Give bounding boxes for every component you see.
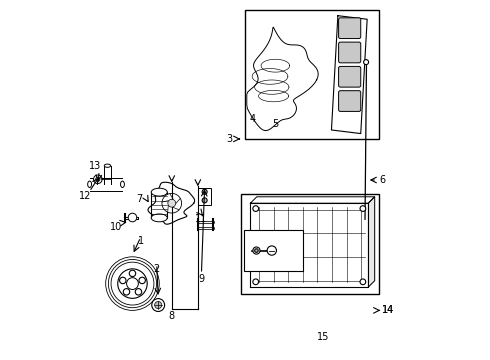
Circle shape	[111, 262, 154, 305]
Circle shape	[255, 249, 258, 252]
Text: 9: 9	[198, 274, 204, 284]
Polygon shape	[331, 16, 367, 134]
Text: 2: 2	[154, 264, 160, 274]
Ellipse shape	[104, 164, 111, 167]
Polygon shape	[148, 182, 195, 224]
Ellipse shape	[151, 188, 167, 196]
Text: 7: 7	[136, 194, 142, 203]
Circle shape	[108, 260, 157, 308]
Circle shape	[128, 213, 137, 222]
Polygon shape	[368, 197, 375, 287]
FancyBboxPatch shape	[339, 66, 361, 87]
Circle shape	[168, 199, 176, 207]
Text: 3: 3	[226, 134, 232, 144]
FancyBboxPatch shape	[339, 42, 361, 63]
Text: 8: 8	[169, 311, 175, 321]
Polygon shape	[247, 27, 318, 131]
Text: 12: 12	[79, 191, 91, 201]
Circle shape	[202, 198, 207, 203]
Circle shape	[118, 269, 147, 298]
Polygon shape	[250, 197, 375, 203]
Circle shape	[155, 301, 162, 309]
Circle shape	[135, 289, 142, 295]
Bar	[245, 230, 303, 271]
Circle shape	[96, 177, 100, 181]
FancyBboxPatch shape	[339, 18, 361, 39]
Circle shape	[94, 175, 102, 184]
Text: 15: 15	[318, 332, 330, 342]
Text: 11: 11	[196, 214, 208, 224]
Text: 1: 1	[138, 237, 144, 247]
Circle shape	[120, 277, 126, 284]
Circle shape	[253, 247, 260, 254]
Circle shape	[360, 206, 366, 211]
FancyBboxPatch shape	[339, 91, 361, 111]
Bar	[242, 194, 379, 294]
Text: 4: 4	[249, 114, 255, 124]
Text: 14: 14	[381, 305, 393, 315]
Circle shape	[364, 60, 368, 64]
Circle shape	[267, 246, 276, 255]
Circle shape	[126, 278, 138, 289]
Bar	[151, 192, 167, 218]
Bar	[198, 188, 211, 204]
Text: 6: 6	[379, 175, 385, 185]
Ellipse shape	[151, 214, 167, 222]
Circle shape	[123, 289, 130, 295]
Circle shape	[360, 279, 366, 285]
Circle shape	[253, 206, 259, 211]
Ellipse shape	[88, 181, 92, 188]
Text: 5: 5	[272, 118, 278, 129]
Bar	[245, 10, 379, 139]
Text: 14: 14	[381, 305, 393, 315]
Ellipse shape	[121, 181, 124, 188]
Polygon shape	[250, 203, 368, 287]
Circle shape	[129, 270, 136, 276]
Circle shape	[162, 193, 182, 213]
Circle shape	[253, 279, 259, 285]
Text: 13: 13	[89, 161, 101, 171]
Text: 10: 10	[110, 222, 122, 232]
Circle shape	[106, 257, 159, 310]
Circle shape	[202, 189, 207, 194]
Circle shape	[139, 277, 146, 284]
Circle shape	[152, 298, 165, 311]
